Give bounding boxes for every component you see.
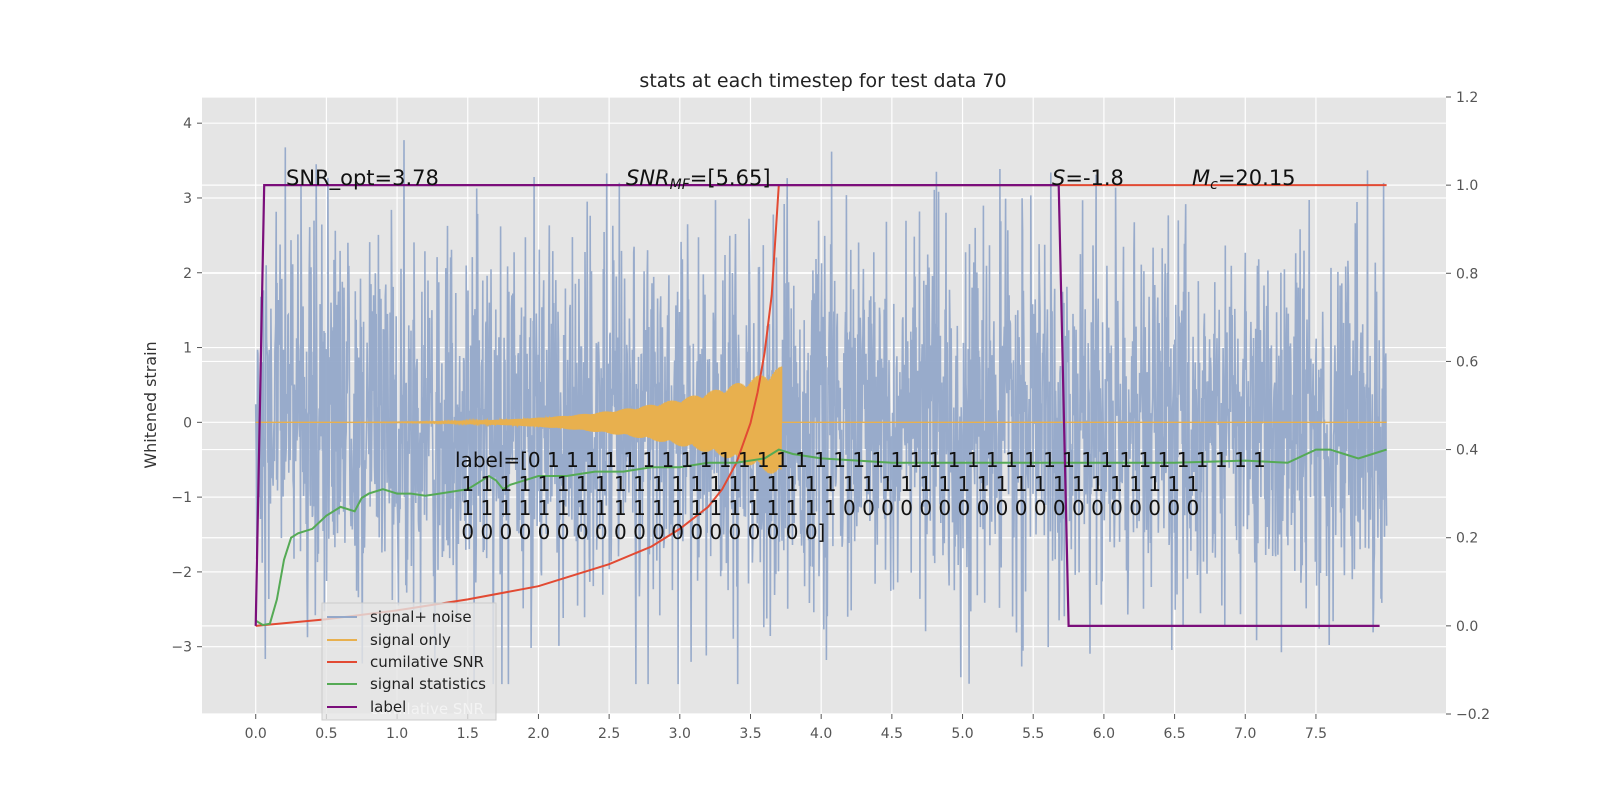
x-tick-label: 5.0 [951,726,973,742]
spin-value: =-1.8 [1065,166,1124,190]
annotation-snr-opt: SNR_opt=3.78 [286,166,439,191]
axes: 0.0 0.5 1.0 1.5 2.0 2.5 3.0 3.5 4.0 4.5 5.0 5.5 6.0 6… [171,90,1490,742]
y-tick-label: 0 [183,415,192,431]
y-tick-label: −2 [171,565,192,581]
legend-label-signal-statistics: signal statistics [370,675,486,693]
x-tick-label: 5.5 [1022,726,1044,742]
legend-ghost-text: cumilative SNR [370,700,484,718]
annotation-spin: S=-1.8 [1052,166,1124,190]
legend-label-signal-noise: signal+ noise [370,608,472,626]
y-tick-label: −3 [171,640,192,656]
y2-tick-label: 0.8 [1456,266,1478,282]
annotation-snr-mf: SNRMF=[5.65] [626,166,771,193]
y2-tick-label: 0.4 [1456,443,1478,459]
snr-mf-subscript: MF [670,177,691,193]
label-array-line-3: 1 1 1 1 1 1 1 1 1 1 1 1 1 1 1 1 1 1 1 1 … [455,496,1199,520]
legend-label-cumulative-snr: cumilative SNR [370,653,484,671]
spin-symbol: S [1052,166,1065,190]
x-tick-label: 1.5 [457,726,479,742]
y2-tick-label: 0.6 [1456,354,1478,370]
y-axis-label: Whitened strain [141,341,160,468]
x-tick-label: 4.5 [881,726,903,742]
x-tick-label: 2.5 [598,726,620,742]
annotation-chirp-mass: Mc=20.15 [1192,166,1296,193]
x-tick-label: 0.0 [245,726,267,742]
y2-tick-label: 1.0 [1456,178,1478,194]
legend-label-label: label [370,698,406,716]
x-tick-label: 6.5 [1163,726,1185,742]
mc-subscript: c [1210,177,1218,193]
mc-value: =20.15 [1218,166,1296,190]
x-tick-label: 3.5 [739,726,761,742]
chart-title: stats at each timestep for test data 70 [639,70,1006,92]
snr-mf-value: =[5.65] [690,166,771,190]
x-tick-label: 1.0 [386,726,408,742]
y-tick-label: 4 [183,116,192,132]
label-array-line-4: 0 0 0 0 0 0 0 0 0 0 0 0 0 0 0 0 0 0 0] [455,520,825,544]
y2-tick-label: 0.0 [1456,619,1478,635]
signal-only-trace [255,366,1387,474]
x-tick-label: 3.0 [669,726,691,742]
x-tick-label: 4.0 [810,726,832,742]
x-tick-label: 7.5 [1305,726,1327,742]
y-tick-label: 1 [183,341,192,357]
label-array-line-1: label=[0 1 1 1 1 1 1 1 1 1 1 1 1 1 1 1 1… [455,448,1266,472]
signal-statistics-line [255,448,1387,627]
label-line [254,184,1380,628]
snr-mf-symbol: SNR [626,166,670,190]
mc-symbol: M [1192,166,1210,190]
x-tick-label: 2.0 [527,726,549,742]
y2-tick-label: 1.2 [1456,90,1478,106]
label-series [254,184,1380,628]
legend: cumilative SNR signal+ noise signal only… [321,602,497,721]
y-tick-label: 3 [183,191,192,207]
y-tick-label: 2 [183,266,192,282]
signal-noise-trace [254,140,1388,685]
label-array-line-2: 1 1 1 1 1 1 1 1 1 1 1 1 1 1 1 1 1 1 1 1 … [455,472,1199,496]
y-tick-label: −1 [171,490,192,506]
x-tick-label: 0.5 [315,726,337,742]
x-tick-label: 7.0 [1234,726,1256,742]
y2-tick-label: −0.2 [1456,707,1490,723]
x-tick-label: 6.0 [1093,726,1115,742]
y2-tick-label: 0.2 [1456,531,1478,547]
legend-label-signal-only: signal only [370,631,451,649]
